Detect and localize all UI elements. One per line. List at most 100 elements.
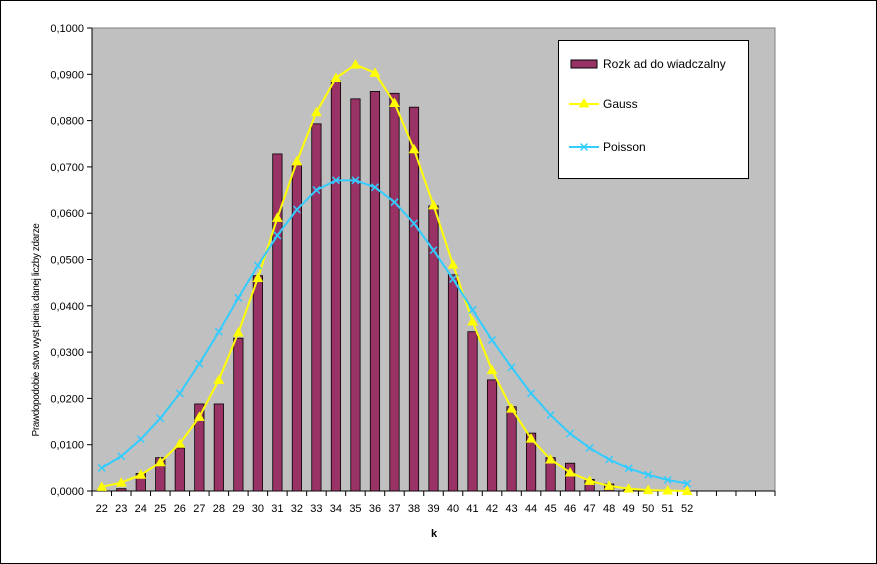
x-marker — [97, 463, 106, 472]
triangle-marker — [213, 374, 225, 384]
x-marker — [253, 261, 262, 270]
x-tick-label: 49 — [623, 503, 635, 515]
x-marker — [175, 389, 184, 398]
x-tick-label: 29 — [232, 503, 244, 515]
x-marker — [292, 205, 301, 214]
x-marker — [468, 305, 477, 314]
x-tick-label: 30 — [252, 503, 264, 515]
legend-label: Gauss — [603, 97, 638, 111]
x-marker — [312, 186, 321, 195]
x-tick-label: 45 — [544, 503, 556, 515]
triangle-marker — [330, 72, 342, 83]
triangle-marker — [272, 212, 283, 222]
x-tick-label: 52 — [681, 503, 693, 515]
triangle-marker — [154, 456, 166, 467]
y-axis-title: Prawdopodobie stwo wyst pienia danej lic… — [31, 223, 42, 437]
x-marker — [663, 475, 672, 484]
x-marker — [214, 327, 223, 336]
y-tick-label: 0,0800 — [50, 116, 84, 128]
legend: Rozk ad do wiadczalny Gauss Poisson — [558, 40, 749, 179]
x-tick-label: 33 — [310, 503, 322, 515]
x-tick-label: 28 — [213, 503, 225, 515]
x-marker — [273, 231, 282, 240]
bar — [116, 488, 127, 492]
triangle-marker — [486, 364, 498, 375]
x-marker — [331, 176, 340, 185]
x-tick-label: 40 — [447, 503, 459, 515]
y-tick-label: 0,0300 — [50, 347, 84, 359]
bar — [252, 275, 263, 492]
x-marker — [351, 176, 360, 185]
x-tick-label: 46 — [564, 503, 576, 515]
x-marker — [507, 363, 516, 372]
y-tick-label: 0,0200 — [50, 393, 84, 405]
bar — [194, 403, 205, 492]
x-tick-label: 48 — [603, 503, 615, 515]
triangle-marker — [389, 97, 400, 108]
y-tick-label: 0,0700 — [50, 162, 84, 174]
bar — [369, 91, 381, 492]
bar — [311, 123, 322, 492]
bar — [272, 153, 283, 492]
triangle-marker — [193, 411, 205, 421]
x-tick-label: 37 — [388, 503, 400, 515]
legend-label: Poisson — [603, 140, 646, 154]
x-tick-label: 34 — [330, 503, 342, 515]
x-tick-label: 38 — [408, 503, 420, 515]
triangle-marker — [584, 475, 595, 485]
bar — [389, 92, 400, 492]
x-tick-label: 24 — [135, 503, 147, 515]
triangle-marker — [447, 259, 459, 269]
series-gauss — [96, 59, 693, 495]
triangle-marker — [369, 67, 381, 77]
triangle-marker — [467, 316, 478, 326]
y-tick-label: 0,0500 — [50, 255, 84, 267]
x-axis: 22 23 24 25 26 27 28 29 30 31 32 33 34 35 36 37 38 39 40 41… — [91, 490, 776, 515]
x-tick-label: 51 — [662, 503, 674, 515]
bar — [233, 337, 244, 492]
triangle-marker — [603, 480, 615, 490]
x-tick-label: 25 — [154, 503, 166, 515]
triangle-marker — [408, 143, 420, 154]
legend-item-gauss: Gauss — [569, 96, 638, 112]
triangle-marker — [350, 59, 361, 69]
triangle-marker — [642, 484, 654, 495]
x-marker — [546, 411, 555, 420]
x-tick-label: 31 — [271, 503, 283, 515]
x-tick-label: 44 — [525, 503, 537, 515]
x-marker-icon — [569, 140, 599, 154]
triangle-marker — [681, 485, 693, 495]
x-axis-title: k — [431, 528, 438, 540]
x-marker — [488, 336, 497, 345]
triangle-marker — [506, 403, 517, 413]
bar-swatch-icon — [569, 57, 599, 71]
triangle-marker — [174, 438, 186, 448]
x-marker — [624, 464, 633, 473]
x-marker — [234, 293, 243, 302]
x-tick-label: 26 — [174, 503, 186, 515]
triangle-marker — [96, 481, 108, 491]
x-marker — [195, 359, 204, 368]
y-tick-label: 0,0000 — [50, 486, 84, 498]
triangle-marker — [233, 327, 244, 337]
bar — [506, 406, 517, 492]
triangle-marker — [662, 485, 674, 495]
x-tick-label: 47 — [583, 503, 595, 515]
y-tick-label: 0,0600 — [50, 208, 84, 220]
triangle-marker — [623, 483, 634, 493]
x-tick-label: 50 — [642, 503, 654, 515]
bar — [486, 379, 498, 492]
triangle-marker — [525, 433, 537, 443]
x-marker — [527, 389, 536, 398]
triangle-marker — [115, 477, 127, 487]
y-tick-label: 0,0100 — [50, 440, 84, 452]
bar — [213, 403, 224, 492]
legend-label: Rozk ad do wiadczalny — [603, 57, 726, 71]
x-tick-label: 35 — [349, 503, 361, 515]
y-tick-label: 0,1000 — [50, 23, 84, 35]
series-poisson — [97, 176, 692, 488]
legend-item-rozklad: Rozk ad do wiadczalny — [569, 56, 726, 72]
x-marker — [585, 443, 594, 452]
bar — [467, 331, 478, 492]
x-marker — [156, 414, 165, 423]
